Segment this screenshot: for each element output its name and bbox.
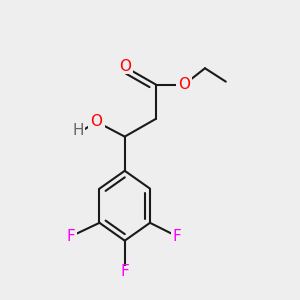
FancyBboxPatch shape bbox=[88, 114, 105, 129]
FancyBboxPatch shape bbox=[73, 125, 85, 136]
Text: O: O bbox=[178, 77, 190, 92]
Text: F: F bbox=[120, 264, 129, 279]
Text: F: F bbox=[172, 229, 181, 244]
FancyBboxPatch shape bbox=[171, 230, 183, 242]
Text: H: H bbox=[73, 123, 84, 138]
Text: O: O bbox=[119, 59, 131, 74]
FancyBboxPatch shape bbox=[119, 266, 131, 278]
Text: F: F bbox=[67, 229, 76, 244]
Text: O: O bbox=[91, 114, 103, 129]
FancyBboxPatch shape bbox=[65, 230, 77, 242]
FancyBboxPatch shape bbox=[117, 59, 133, 74]
FancyBboxPatch shape bbox=[176, 77, 192, 92]
